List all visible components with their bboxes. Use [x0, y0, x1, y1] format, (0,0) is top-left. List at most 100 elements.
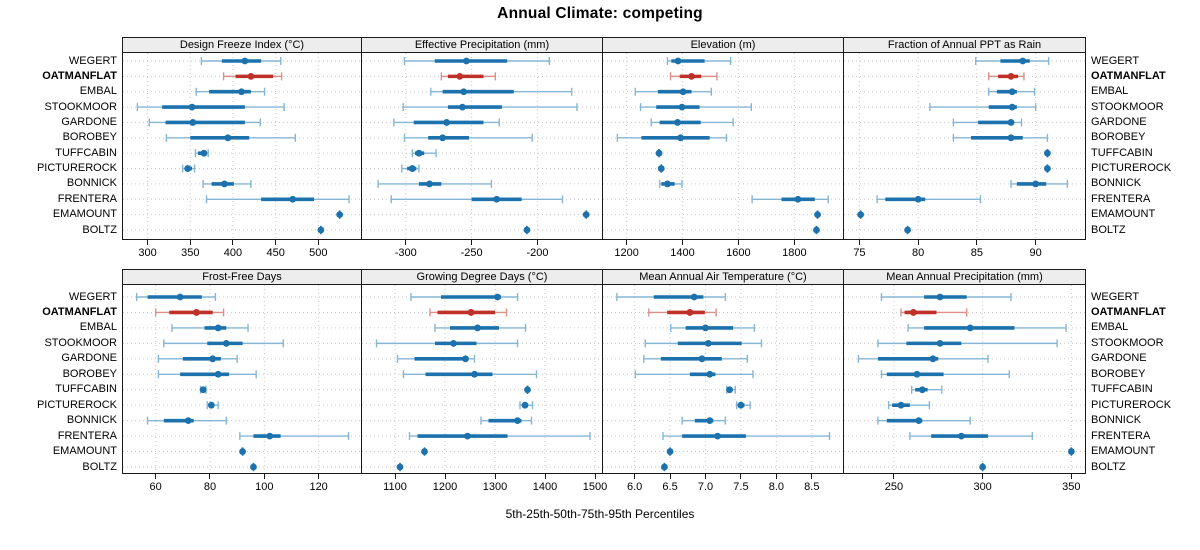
row-label-right-boltz: BOLTZ: [1091, 460, 1126, 473]
series-row-embal: [171, 323, 249, 332]
series-row-boltz: [523, 225, 531, 235]
axis-tick-label: 500: [309, 247, 328, 259]
axis-tick-label: 60: [149, 481, 162, 493]
axis-tick: [405, 240, 407, 245]
row-label-right-bonnick: BONNICK: [1091, 177, 1142, 190]
series-row-wegert: [616, 293, 727, 301]
panel-title: Effective Precipitation (mm): [361, 37, 603, 53]
panel-plot: [361, 52, 603, 240]
series-row-picturerock: [519, 401, 534, 410]
series-row-emamount: [1067, 447, 1075, 456]
row-label-left-embal: EMBAL: [79, 85, 117, 98]
series-row-boltz: [813, 225, 820, 235]
axis-tick-label: 8.0: [768, 481, 785, 493]
series-row-frentera: [408, 432, 591, 441]
axis-tick: [471, 240, 473, 245]
series-row-borobey: [616, 133, 728, 142]
axis-tick-label: 1200: [614, 247, 639, 259]
axis-tick-label: -300: [394, 247, 417, 259]
row-label-left-picturerock: PICTUREROCK: [36, 398, 117, 411]
axis-tick-label: 1300: [482, 481, 508, 493]
axis-tick-label: 1200: [432, 481, 458, 493]
axis-tick: [317, 240, 319, 245]
panel-title: Mean Annual Air Temperature (°C): [602, 269, 844, 285]
axis-tick: [634, 474, 636, 479]
axis-tick: [917, 240, 919, 245]
panel-title: Growing Degree Days (°C): [361, 269, 603, 285]
series-row-emamount: [582, 210, 590, 219]
series-row-bonnick: [480, 416, 533, 425]
series-row-embal: [634, 87, 713, 96]
row-label-left-oatmanflat: OATMANFLAT: [42, 305, 117, 318]
panel-title: Elevation (m): [602, 37, 844, 53]
series-row-stookmoor: [644, 339, 763, 348]
axis-tick-label: 400: [223, 247, 243, 259]
series-row-oatmanflat: [154, 308, 225, 317]
series-row-embal: [987, 87, 1036, 96]
row-label-right-stookmoor: STOOKMOOR: [1091, 100, 1164, 113]
panel-plot: [122, 52, 362, 240]
series-row-gardone: [857, 354, 989, 363]
row-label-right-emamount: EMAMOUNT: [1091, 208, 1156, 221]
axis-tick: [232, 240, 234, 245]
axis-tick-label: 6.5: [662, 481, 678, 493]
series-row-picturerock: [1044, 164, 1051, 173]
series-row-boltz: [904, 225, 912, 235]
series-row-wegert: [666, 57, 732, 65]
axis-tick: [147, 240, 149, 245]
row-label-right-stookmoor: STOOKMOOR: [1091, 336, 1164, 349]
panel-plot: [122, 284, 362, 474]
panel-title: Design Freeze Index (°C): [122, 37, 362, 53]
series-row-gardone: [952, 118, 1023, 127]
series-row-oatmanflat: [222, 72, 283, 81]
row-label-left-wegert: WEGERT: [68, 290, 117, 303]
series-row-emamount: [336, 210, 344, 219]
series-row-tuffcabin: [199, 385, 207, 394]
axis-tick-label: 300: [973, 481, 992, 493]
axis-tick: [394, 474, 396, 479]
series-row-oatmanflat: [648, 308, 717, 317]
row-label-right-frentera: FRENTERA: [1091, 429, 1151, 442]
row-label-left-stookmoor: STOOKMOOR: [44, 100, 117, 113]
axis-tick-label: 1400: [670, 247, 695, 259]
row-label-left-bonnick: BONNICK: [66, 177, 117, 190]
axis-tick: [536, 240, 538, 245]
series-row-picturerock: [206, 401, 219, 410]
row-label-right-embal: EMBAL: [1091, 85, 1129, 98]
series-row-tuffcabin: [524, 385, 531, 394]
series-row-bonnick: [1010, 179, 1069, 188]
series-row-frentera: [876, 195, 982, 204]
axis-tick: [737, 240, 739, 245]
series-row-bonnick: [658, 179, 683, 188]
row-label-right-wegert: WEGERT: [1091, 54, 1140, 67]
series-row-frentera: [909, 432, 1034, 441]
axis-tick-label: 90: [1029, 247, 1042, 259]
panel-title: Mean Annual Precipitation (mm): [843, 269, 1086, 285]
series-row-borobey: [402, 370, 538, 379]
series-row-borobey: [157, 370, 257, 379]
axis-tick-label: -250: [460, 247, 483, 259]
axis-tick: [704, 474, 706, 479]
axis-tick: [669, 474, 671, 479]
series-row-gardone: [148, 118, 261, 127]
series-row-emamount: [239, 447, 246, 456]
series-row-stookmoor: [163, 339, 285, 348]
row-label-right-borobey: BOROBEY: [1091, 367, 1146, 380]
series-row-borobey: [634, 370, 754, 379]
axis-tick-label: 7.0: [697, 481, 714, 493]
axis-tick: [982, 474, 984, 479]
series-row-embal: [434, 323, 527, 332]
axis-tick-label: 350: [1062, 481, 1081, 493]
row-label-left-frentera: FRENTERA: [57, 192, 117, 205]
axis-tick: [275, 240, 277, 245]
axis-tick: [740, 474, 742, 479]
series-row-emamount: [814, 210, 821, 219]
axis-tick-label: 1400: [532, 481, 558, 493]
axis-tick-label: 250: [884, 481, 904, 493]
axis-tick: [155, 474, 157, 479]
series-row-frentera: [239, 432, 350, 441]
series-row-oatmanflat: [987, 72, 1025, 81]
axis-tick-label: 7.5: [733, 481, 749, 493]
series-row-bonnick: [146, 416, 227, 425]
series-row-frentera: [390, 195, 564, 204]
